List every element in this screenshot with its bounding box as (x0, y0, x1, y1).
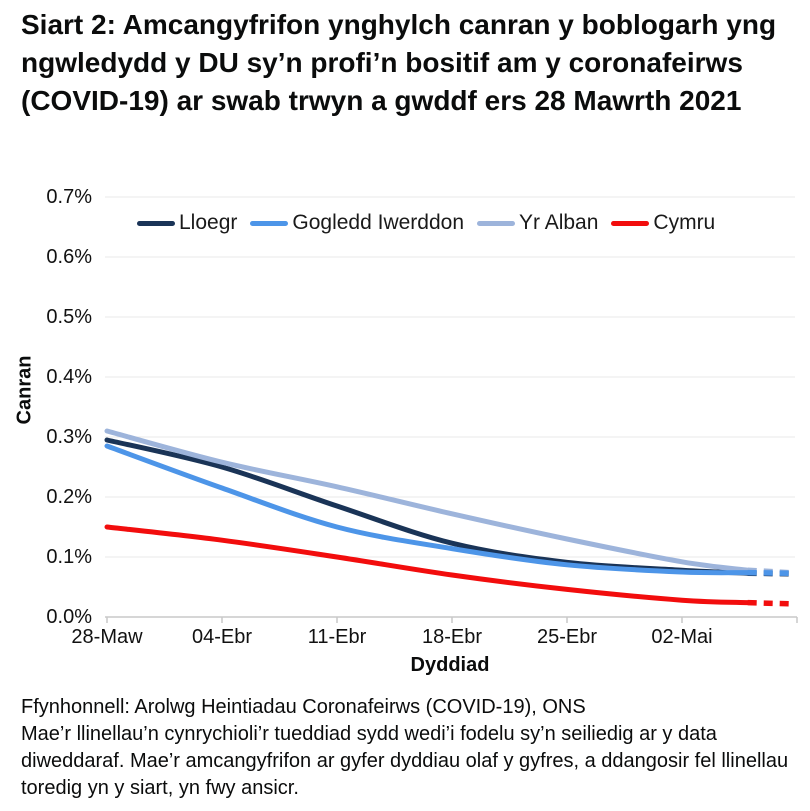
series-dashed-tail-gogledd-iwerddon (747, 569, 789, 576)
series-line-cymru (104, 524, 751, 606)
legend-item-lloegr: Lloegr (137, 211, 237, 235)
series-line-gogledd-iwerddon (104, 443, 751, 576)
chart-legend: Lloegr Gogledd Iwerddon Yr Alban Cymru (137, 211, 715, 235)
series-line-yr-alban (104, 428, 751, 573)
source-text: Ffynhonnell: Arolwg Heintiadau Coronafei… (21, 696, 586, 718)
y-tick-label-0.3: 0.3% (46, 426, 92, 448)
legend-swatch-lloegr (137, 220, 175, 226)
x-axis-title: Dyddiad (410, 654, 490, 676)
series-dashed-tail-cymru (747, 599, 789, 607)
legend-label-yr-alban: Yr Alban (519, 211, 599, 234)
x-tick-label-04-ebr: 04-Ebr (191, 626, 253, 648)
series-dashed-tail-yr-alban (747, 567, 789, 576)
y-tick-label-0.7: 0.7% (46, 186, 92, 208)
legend-swatch-cymru (611, 220, 650, 226)
chart-title: Siart 2: Amcangyfrifon ynghylch canran y… (21, 9, 777, 116)
y-tick-label-0.5: 0.5% (46, 306, 92, 328)
y-tick-label-0.0: 0.0% (46, 606, 92, 628)
x-tick-label-18-ebr: 18-Ebr (421, 626, 483, 648)
y-tick-label-0.6: 0.6% (46, 246, 92, 268)
series-line-lloegr (104, 437, 751, 576)
legend-swatch-yr-alban (477, 220, 516, 226)
legend-swatch-gogledd-iwerddon (250, 220, 289, 226)
y-tick-label-0.4: 0.4% (46, 366, 92, 388)
y-tick-label-0.1: 0.1% (46, 546, 92, 568)
legend-item-cymru: Cymru (611, 211, 715, 235)
note-text: Mae’r llinellau’n cynrychioli’r tueddiad… (21, 723, 789, 799)
legend-item-yr-alban: Yr Alban (477, 211, 598, 235)
x-tick-label-11-ebr: 11-Ebr (307, 626, 367, 648)
legend-label-gogledd-iwerddon: Gogledd Iwerddon (292, 211, 465, 234)
legend-label-cymru: Cymru (653, 211, 716, 234)
y-tick-label-0.2: 0.2% (46, 486, 92, 508)
x-tick-label-28-maw: 28-Maw (71, 626, 143, 648)
chart-footer: Ffynhonnell: Arolwg Heintiadau Coronafei… (21, 694, 793, 802)
legend-label-lloegr: Lloegr (179, 211, 238, 234)
x-tick-label-02-mai: 02-Mai (651, 626, 713, 648)
series-dashed-tail-lloegr (747, 570, 789, 577)
x-tick-label-25-ebr: 25-Ebr (536, 626, 598, 648)
legend-item-gogledd-iwerddon: Gogledd Iwerddon (250, 211, 464, 235)
